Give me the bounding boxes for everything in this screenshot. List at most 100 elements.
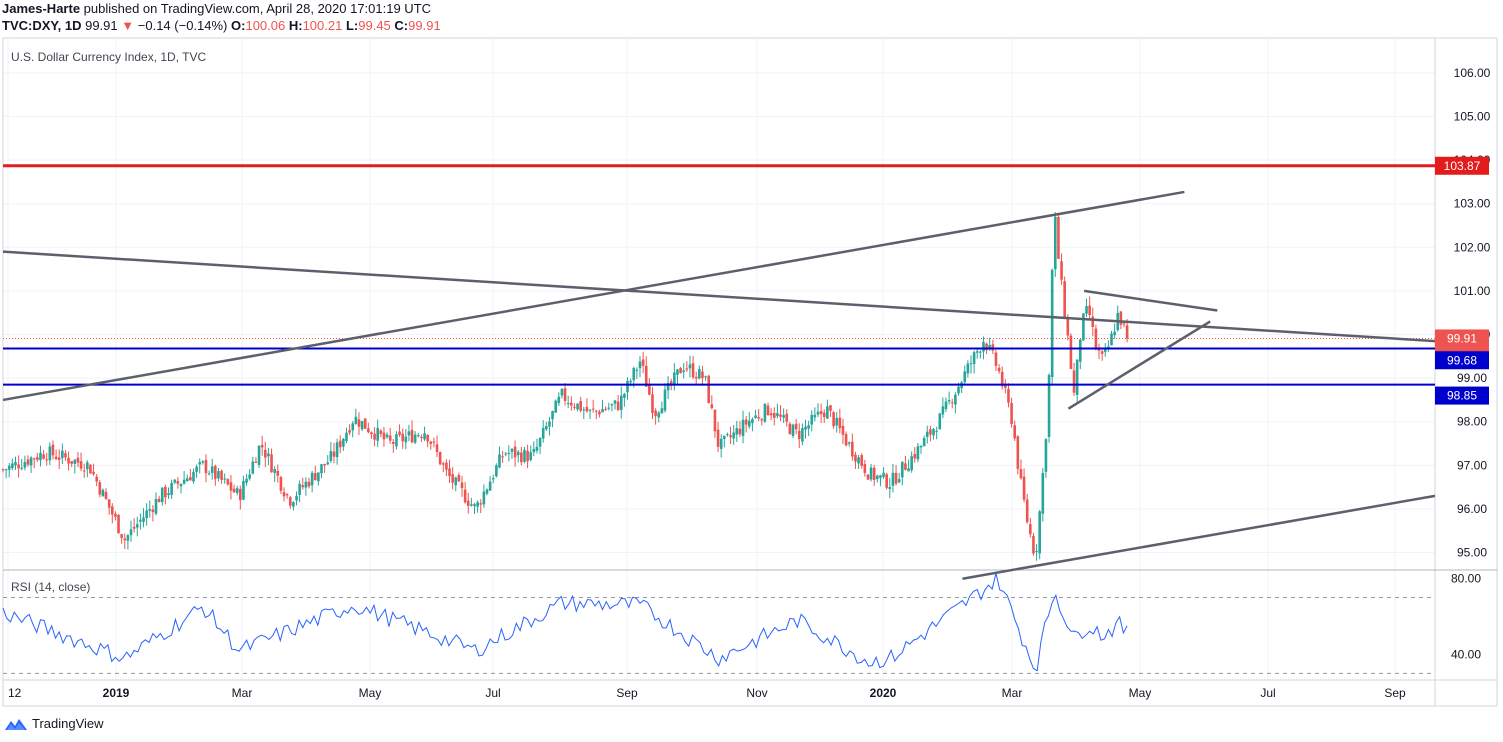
candle-body xyxy=(1044,439,1048,472)
candle-body xyxy=(1107,346,1110,348)
candle-body xyxy=(1038,511,1041,554)
candle-body xyxy=(713,409,717,432)
candle-body xyxy=(182,479,186,484)
candle-body xyxy=(357,419,361,427)
y-tick-label: 106.00 xyxy=(1454,66,1491,80)
candle-body xyxy=(541,428,545,439)
candle-body xyxy=(7,465,11,470)
candle-body xyxy=(1,469,5,471)
candle-body xyxy=(217,471,220,479)
candle-body xyxy=(404,436,408,443)
candle-body xyxy=(904,463,907,470)
candle-body xyxy=(1016,436,1020,469)
candle-body xyxy=(26,459,30,465)
candle-body xyxy=(857,457,860,464)
footer-brand[interactable]: TradingView xyxy=(4,716,104,731)
candle-body xyxy=(251,461,255,474)
candle-body xyxy=(226,479,230,485)
candle-body xyxy=(301,485,305,488)
candle-body xyxy=(704,376,707,378)
candle-body xyxy=(64,453,67,458)
horizontal-levels xyxy=(3,164,1435,386)
candle-body xyxy=(485,489,489,494)
candle-body xyxy=(429,441,433,444)
candle-body xyxy=(504,453,508,455)
author-name[interactable]: James-Harte xyxy=(2,1,81,16)
candle-body xyxy=(445,462,448,470)
candle-body xyxy=(351,423,355,431)
candle-body xyxy=(95,476,98,482)
candle-body xyxy=(560,388,564,396)
candle-body xyxy=(841,425,845,435)
candle-body xyxy=(610,404,614,406)
candle-body xyxy=(410,429,414,443)
candle-body xyxy=(954,394,957,405)
candle-body xyxy=(635,369,639,371)
candle-body xyxy=(416,435,420,437)
close-value: 99.91 xyxy=(408,18,441,33)
candle-body xyxy=(913,453,917,459)
candle-body xyxy=(354,416,358,424)
candle-body xyxy=(851,441,854,457)
candle-body xyxy=(776,413,779,417)
candle-body xyxy=(189,477,192,481)
candle-body xyxy=(32,458,36,460)
candle-body xyxy=(785,413,789,422)
candle-body xyxy=(454,477,458,486)
candle-body xyxy=(888,487,892,490)
open-label: O: xyxy=(231,18,246,33)
trendlines xyxy=(2,190,1436,580)
candle-body xyxy=(869,467,873,480)
candle-body xyxy=(769,413,773,416)
candle-body xyxy=(532,449,536,453)
candle-body xyxy=(1035,550,1038,552)
last-price: 99.91 xyxy=(85,18,118,33)
x-tick-label: Mar xyxy=(1002,686,1023,700)
blue-lower-tag: 98.85 xyxy=(1447,389,1477,403)
candle-body xyxy=(710,404,714,409)
candle-body xyxy=(594,410,598,412)
candle-body xyxy=(1088,305,1091,315)
x-tick-label: 12 xyxy=(8,686,22,700)
candle-body xyxy=(732,432,735,439)
candle-body xyxy=(982,341,985,352)
candle-body xyxy=(488,481,492,491)
candle-body xyxy=(329,451,333,461)
candle-body xyxy=(288,497,292,506)
candle-body xyxy=(501,456,504,458)
candle-body xyxy=(554,400,557,413)
y-tick-label: 99.00 xyxy=(1457,371,1487,385)
candle-body xyxy=(991,344,995,351)
candle-body xyxy=(694,376,698,379)
candle-body xyxy=(576,403,579,410)
rsi-line xyxy=(2,572,1128,672)
candle-body xyxy=(847,442,851,444)
candle-body xyxy=(651,394,654,414)
candle-body xyxy=(335,442,339,458)
candle-body xyxy=(432,441,436,443)
candle-body xyxy=(922,438,926,447)
candle-body xyxy=(385,434,389,438)
candle-body xyxy=(1007,388,1010,403)
candle-body xyxy=(4,469,8,471)
candle-body xyxy=(794,423,798,430)
candle-body xyxy=(735,428,739,435)
candle-body xyxy=(654,410,657,417)
candle-body xyxy=(557,396,561,404)
candle-body xyxy=(835,418,839,426)
candlestick-series xyxy=(1,212,1129,561)
candle-body xyxy=(57,457,61,460)
candle-body xyxy=(45,459,49,461)
candle-body xyxy=(86,462,89,470)
candle-body xyxy=(1119,311,1123,325)
candle-body xyxy=(73,459,77,464)
candle-body xyxy=(295,495,298,501)
candle-body xyxy=(1085,306,1088,314)
candle-body xyxy=(866,474,870,480)
candle-body xyxy=(838,417,842,429)
candle-body xyxy=(935,430,938,432)
candle-body xyxy=(173,479,177,483)
candle-body xyxy=(107,499,111,508)
candle-body xyxy=(520,452,523,463)
